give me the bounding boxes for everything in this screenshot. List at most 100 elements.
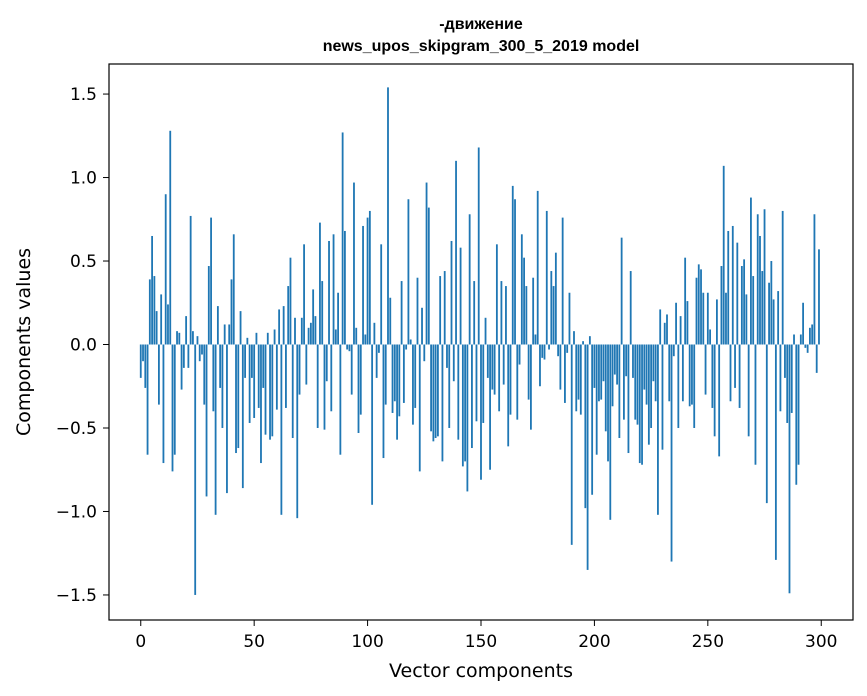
bar bbox=[414, 344, 417, 408]
x-tick-label: 100 bbox=[351, 632, 383, 652]
bar bbox=[223, 324, 226, 345]
bar bbox=[509, 344, 512, 415]
bar bbox=[434, 344, 437, 438]
bar bbox=[588, 336, 591, 345]
bar bbox=[486, 344, 489, 378]
bar bbox=[552, 286, 555, 345]
bar bbox=[332, 234, 335, 345]
bar bbox=[285, 344, 287, 408]
bar bbox=[323, 344, 326, 430]
y-tick-label: 0.0 bbox=[70, 336, 97, 356]
bar bbox=[251, 344, 253, 378]
bar bbox=[790, 344, 793, 413]
bar bbox=[516, 344, 519, 420]
bar bbox=[291, 344, 294, 438]
bar bbox=[396, 344, 398, 440]
bar bbox=[809, 327, 811, 345]
bar bbox=[702, 292, 705, 345]
bar bbox=[704, 344, 707, 395]
bar bbox=[298, 344, 301, 395]
bar bbox=[273, 329, 276, 345]
x-tick-label: 0 bbox=[135, 632, 146, 652]
bar bbox=[491, 344, 494, 390]
bar bbox=[770, 261, 773, 345]
bar bbox=[407, 199, 410, 345]
bar bbox=[423, 344, 426, 362]
bar bbox=[321, 281, 324, 345]
y-tick-label: −0.5 bbox=[56, 419, 97, 439]
bar bbox=[693, 344, 696, 428]
bar bbox=[593, 344, 596, 388]
bar bbox=[207, 266, 210, 345]
bar bbox=[573, 331, 575, 345]
bar bbox=[514, 199, 516, 345]
bar bbox=[804, 344, 807, 348]
bar bbox=[548, 344, 550, 350]
bar bbox=[779, 344, 782, 412]
bar bbox=[650, 344, 653, 428]
bar bbox=[713, 344, 716, 437]
bar bbox=[364, 334, 367, 345]
bar bbox=[604, 344, 607, 432]
bar bbox=[727, 230, 730, 345]
bar bbox=[235, 344, 237, 454]
bar bbox=[169, 130, 172, 345]
y-tick-label: 1.0 bbox=[70, 169, 97, 189]
bar bbox=[160, 294, 163, 345]
bar bbox=[221, 344, 224, 428]
bar bbox=[530, 344, 532, 430]
bar bbox=[282, 306, 285, 345]
bar bbox=[305, 344, 308, 385]
bar bbox=[387, 87, 389, 345]
bar bbox=[784, 344, 786, 378]
bar bbox=[745, 294, 748, 345]
bar bbox=[471, 344, 473, 449]
bar bbox=[740, 266, 743, 345]
bar bbox=[729, 344, 732, 402]
bar bbox=[182, 344, 185, 368]
bar bbox=[271, 344, 274, 437]
bar bbox=[237, 344, 240, 449]
bar bbox=[312, 289, 315, 345]
bar bbox=[634, 344, 637, 420]
bar bbox=[647, 344, 650, 445]
bar bbox=[158, 344, 160, 405]
bar bbox=[520, 234, 523, 345]
bar bbox=[239, 311, 242, 345]
x-axis-label: Vector components bbox=[389, 660, 573, 682]
bar bbox=[586, 344, 589, 570]
bar bbox=[632, 344, 634, 378]
bar bbox=[584, 344, 587, 509]
x-tick-label: 50 bbox=[243, 632, 265, 652]
bar bbox=[296, 344, 299, 519]
bar bbox=[609, 344, 612, 520]
bar bbox=[226, 344, 228, 494]
bar bbox=[620, 237, 623, 345]
bar bbox=[210, 217, 212, 345]
bar bbox=[398, 344, 401, 417]
bar bbox=[754, 344, 757, 465]
bar bbox=[294, 317, 296, 345]
bar bbox=[641, 344, 643, 465]
bar bbox=[409, 339, 412, 345]
bar bbox=[507, 344, 510, 447]
bar bbox=[241, 344, 244, 489]
bar bbox=[439, 276, 442, 345]
bar bbox=[171, 344, 174, 472]
bar bbox=[371, 344, 374, 505]
x-tick-label: 250 bbox=[692, 632, 724, 652]
bar bbox=[167, 304, 169, 345]
bar bbox=[570, 344, 573, 545]
bar bbox=[368, 210, 371, 345]
bar bbox=[579, 344, 582, 415]
bar bbox=[337, 292, 339, 345]
x-tick-label: 150 bbox=[465, 632, 497, 652]
bar bbox=[793, 334, 795, 345]
bar bbox=[797, 344, 800, 465]
bar bbox=[366, 217, 369, 345]
bar bbox=[498, 344, 501, 412]
bar bbox=[722, 165, 725, 345]
bar bbox=[384, 344, 387, 405]
bar bbox=[176, 331, 178, 345]
bar bbox=[151, 235, 153, 345]
